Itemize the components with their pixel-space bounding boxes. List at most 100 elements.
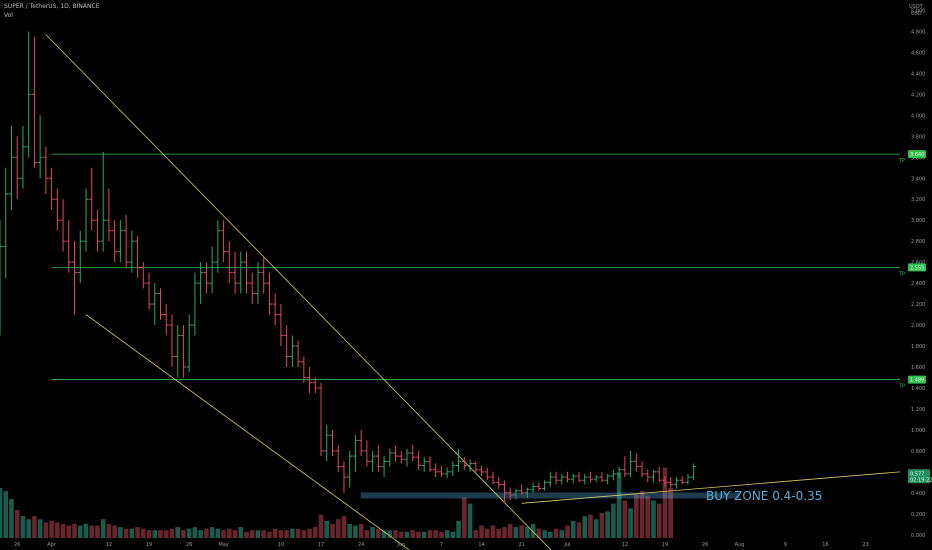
volume-bar — [559, 530, 565, 538]
volume-bar — [175, 527, 180, 538]
volume-bar — [462, 497, 467, 538]
volume-bar — [272, 528, 278, 538]
y-tick-label: 2.200 — [911, 302, 925, 308]
volume-bar — [427, 530, 433, 538]
candle — [77, 230, 83, 284]
volume-indicator-label: Vol — [4, 12, 13, 19]
candle — [329, 429, 336, 457]
tp-label: TP — [898, 384, 905, 390]
volume-bar — [662, 467, 668, 538]
candle — [599, 471, 605, 483]
candle — [656, 466, 662, 483]
y-tick-label: 4.000 — [911, 113, 925, 119]
volume-bar — [278, 530, 284, 538]
volume-bar — [616, 472, 622, 538]
volume-bar — [141, 528, 146, 538]
volume-bar — [158, 530, 163, 538]
y-tick-label: 4.400 — [911, 71, 925, 77]
candle — [318, 382, 324, 457]
y-tick-label: 3.200 — [911, 197, 925, 203]
candle — [450, 461, 456, 477]
candle — [478, 465, 485, 477]
volume-bar — [255, 530, 261, 538]
volume-bar — [645, 495, 651, 538]
candle — [645, 469, 651, 483]
trendline — [521, 471, 901, 504]
volume-bar — [364, 530, 370, 538]
x-tick-label: 19 — [146, 542, 152, 548]
candle — [582, 473, 588, 485]
candle — [129, 230, 135, 273]
volume-bar — [639, 491, 645, 538]
x-tick-label: Jun — [396, 542, 405, 548]
candle — [519, 484, 525, 495]
candle — [301, 356, 307, 383]
x-tick-label: 16 — [822, 542, 828, 548]
x-tick-label: 9 — [784, 542, 787, 548]
symbol-title: SUPER / TetherUS, 1D, BINANCE — [4, 3, 100, 10]
volume-bar — [416, 531, 421, 538]
x-tick-label: Aug — [735, 542, 745, 548]
trendline — [85, 314, 410, 550]
volume-bar — [77, 525, 83, 538]
y-tick-label: 4.800 — [911, 29, 925, 35]
volume-bar — [347, 523, 352, 538]
candle — [370, 450, 376, 472]
volume-bar — [496, 528, 502, 538]
volume-bar — [284, 530, 289, 538]
volume-bar — [570, 520, 576, 538]
volume-bar — [433, 530, 438, 538]
candle — [100, 152, 106, 252]
volume-bar — [129, 528, 135, 538]
candle — [358, 429, 364, 457]
candle — [163, 304, 169, 336]
y-tick-label: 3.600 — [911, 155, 925, 161]
volume-bar — [456, 520, 461, 538]
candle — [295, 340, 301, 367]
candle — [175, 325, 181, 378]
volume-bar — [335, 519, 341, 538]
candle — [524, 487, 530, 499]
tp-price-tag-text: 2.555 — [910, 265, 924, 271]
candle — [335, 445, 341, 472]
volume-bar — [106, 523, 112, 538]
trendline — [45, 34, 552, 550]
volume-bar — [146, 530, 152, 538]
candle — [146, 272, 152, 310]
candle — [427, 456, 433, 472]
candle — [54, 188, 60, 231]
candle — [249, 272, 255, 305]
volume-bar — [473, 530, 479, 538]
candle — [501, 480, 508, 504]
candle — [467, 459, 473, 472]
candle — [668, 477, 674, 488]
volume-bar — [221, 530, 226, 538]
candle — [71, 241, 78, 315]
candle — [587, 471, 594, 483]
tp-price-tag-text: 3.640 — [910, 152, 924, 158]
candle — [135, 235, 141, 278]
candle — [473, 461, 479, 472]
y-tick-label: 2.800 — [911, 239, 925, 245]
volume-bar — [668, 488, 673, 538]
x-tick-label: May — [218, 542, 228, 548]
candle — [639, 461, 645, 478]
candle — [496, 477, 502, 489]
candle — [433, 463, 439, 478]
candle — [484, 467, 490, 481]
volume-bar — [479, 525, 484, 538]
candle — [261, 256, 267, 294]
volume-bar — [467, 503, 473, 538]
candle — [605, 473, 611, 485]
candle — [198, 262, 204, 305]
candle — [392, 445, 399, 462]
drawing-layer: TP TP TP — [45, 34, 905, 550]
candle — [20, 125, 26, 189]
candle — [444, 467, 450, 479]
x-tick-label: 24 — [358, 542, 364, 548]
volume-bar — [353, 525, 358, 538]
volume-bar — [450, 531, 456, 538]
